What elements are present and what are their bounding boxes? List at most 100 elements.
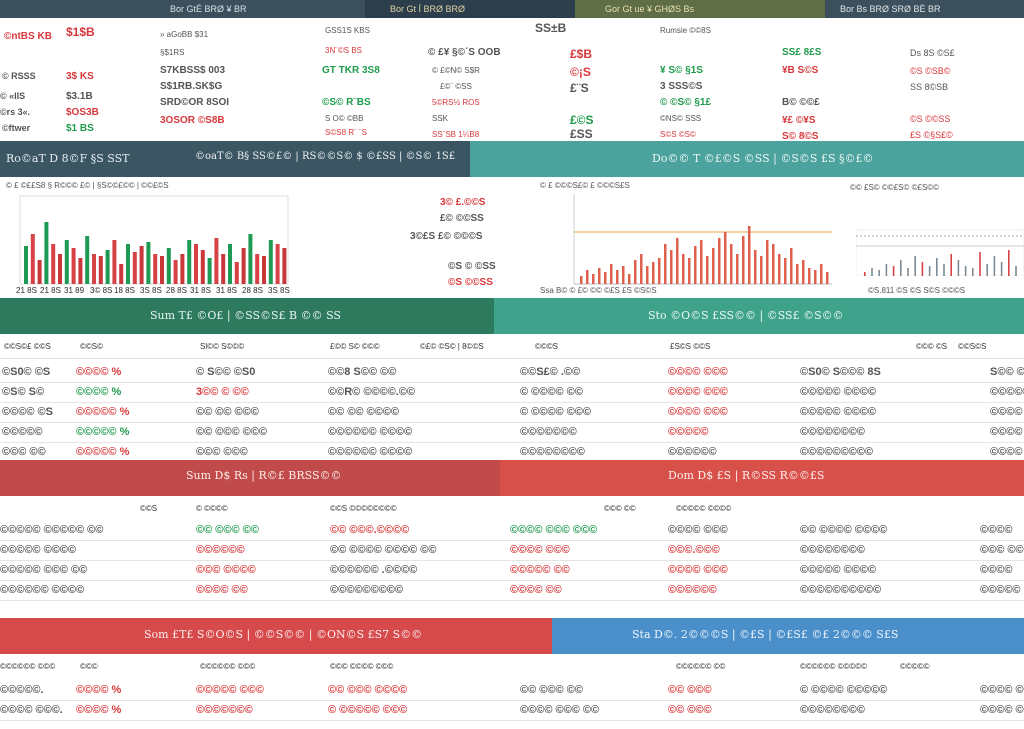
- table-row[interactable]: ©S0© ©S ©©©© % © S©© ©S0 ©©8 S©© ©© ©©S£© .©…: [0, 366, 1024, 386]
- chart-b-bar: [694, 246, 697, 284]
- chart-b-bar: [802, 260, 805, 284]
- table-cell: ©©©© ©©©: [668, 564, 728, 576]
- top-header-item-4[interactable]: Bor Bs BRØ SRØ BÈ BR: [840, 4, 941, 14]
- table-cell: ©©©©©© .©©©©: [330, 564, 418, 576]
- chart-b-bar: [712, 248, 715, 284]
- table-cell: ©©©© ©©©: [668, 366, 728, 378]
- chart-b-bar: [616, 270, 619, 284]
- table-row[interactable]: ©©©© ©S ©©©©© % ©© ©© ©©© ©© ©© ©©©© © ©©©© …: [0, 406, 1024, 426]
- chart-b-bar: [766, 240, 769, 284]
- chart-a-bar: [105, 250, 110, 284]
- chart-b-legend: © £ ©©©S£© £ ©©©S£S: [540, 181, 630, 190]
- table-cell: ©©R© ©©©©.©©: [328, 386, 416, 398]
- chart-a-bar: [187, 240, 192, 284]
- section-bar-4-right: [552, 618, 1024, 654]
- ticker-col1b-value: 3$ KS: [66, 71, 94, 82]
- table-row[interactable]: ©©©©©© ©©©© ©©©© ©© ©©©©©©©©© ©©©© ©© ©©©©©©…: [0, 584, 1024, 604]
- section-bar-2-left-label[interactable]: Sum T£ ©O£ | ©SS©S£ B ©© SS: [150, 309, 341, 322]
- section-bar-1-right-label[interactable]: Do©© T ©£©S ©SS | ©S©S £S §©£©: [652, 152, 874, 165]
- chart-a-bar: [132, 252, 137, 284]
- section-bar-2-right-label[interactable]: Sto ©O©S £SS©© | ©SS£ ©S©©: [648, 309, 844, 322]
- chart-c-legend: ©© £S© ©©£S© ©£S©©: [850, 183, 940, 192]
- ticker-col1-label: © «IIS: [0, 91, 26, 101]
- ticker-col1b-value: $1$B: [66, 25, 95, 39]
- chart-b-bar: [778, 254, 781, 284]
- chart-b-bar: [688, 258, 691, 284]
- table-cell: ©© ©©© ©©©©: [328, 684, 408, 696]
- table-cell: ©©© ©©©: [196, 446, 248, 458]
- table-row[interactable]: ©©©©© ©©©© ©©©©©© ©© ©©©© ©©©© ©© ©©©© ©©© ©…: [0, 544, 1024, 564]
- chart-a-bar: [194, 244, 198, 284]
- section-bar-4-right-label[interactable]: Sta D©. 2©©©S | ©£S | ©£S£ ©£ 2©©© S£S: [632, 628, 899, 641]
- table-cell: ©©©©© ©©: [510, 564, 570, 576]
- ticker-col3-item: 3N¨©S BS: [325, 46, 363, 55]
- chart-b-bar: [736, 254, 739, 284]
- chart-b-bar: [634, 260, 637, 284]
- table-cell: ©©©©© ©©©©: [800, 406, 877, 418]
- table-cell: ©© ©©© ©©: [520, 684, 583, 696]
- table-cell: ©©©©©.: [0, 684, 44, 696]
- chart-a-tick: 3S 8S: [268, 286, 290, 295]
- top-header-item-3[interactable]: Gor Gt ue ¥ GHØS Bs: [605, 4, 695, 14]
- chart-a-bar: [51, 244, 56, 284]
- section-bar-1-mid-label[interactable]: ©oaT© B§ SS©£© | RS©©S© $ ©£SS | ©S© 1S£: [195, 151, 456, 162]
- ticker-col1-label: ©ntBS KB: [4, 31, 52, 42]
- chart-b-bar: [652, 262, 655, 284]
- table-cell: ©©©© ©©©: [668, 524, 728, 536]
- table-cell: ©©©© ©©©: [668, 386, 728, 398]
- table-cell: ©©©©© ©©©©: [0, 544, 77, 556]
- chart-b-bar: [748, 226, 751, 284]
- chart-c: [856, 229, 1024, 276]
- section-bar-1-right: [470, 141, 1024, 177]
- section-bar-1-left-label[interactable]: Ro©aT D 8©F §S SST: [6, 152, 130, 165]
- chart-a-bar: [200, 250, 205, 284]
- ticker-col1-label: ©rs 3«.: [0, 107, 31, 117]
- table-cell: ©©©©©: [668, 426, 709, 438]
- table-cell: ©S0© S©©© 8S: [800, 366, 881, 378]
- ticker-col1b-value: $3.1B: [66, 91, 93, 102]
- chart-a-bar: [248, 234, 253, 284]
- chart-a-bar: [64, 240, 69, 284]
- ticker-col7-item: ¥B S©S: [782, 65, 819, 76]
- side-value: ©S ©©SS: [448, 277, 493, 288]
- table-row[interactable]: ©S© S© ©©©© % 3©© © ©© ©©R© ©©©©.©© © ©©©© ©…: [0, 386, 1024, 406]
- chart-b-bar: [814, 270, 817, 284]
- table-cell: ©©©© ©©©: [668, 406, 728, 418]
- table-row[interactable]: ©©©©© ©©©©© ©© ©© ©©© ©© ©© ©©©.©©©© ©©©© ©…: [0, 524, 1024, 544]
- ticker-col5-item: £SS: [570, 127, 593, 141]
- top-header-item-2[interactable]: Bor Gt Í BRØ BRØ: [390, 4, 466, 14]
- chart-a-bar: [98, 256, 103, 284]
- chart-c-bar: [943, 264, 945, 276]
- ticker-col4-item: 5©RS½ ROS: [432, 98, 480, 107]
- table-cell: ©©S£© .©©: [520, 366, 581, 378]
- table-2-header: ©©© ©©: [604, 504, 636, 513]
- table-cell: ©© ©©©© ©©©©: [800, 524, 888, 536]
- ticker-col3-item: S O© ©BB: [325, 114, 364, 123]
- chart-a-tick: 31 8S: [216, 286, 237, 295]
- ticker-col2-item: SRD©OR 8SOI: [160, 97, 230, 108]
- chart-a-bar: [282, 248, 287, 284]
- chart-b-bar: [580, 276, 583, 284]
- chart-a-tick: 3© 8S: [90, 286, 113, 295]
- table-row[interactable]: ©©©©© ©©© ©© ©©© ©©©© ©©©©©© .©©©© ©©©©© ©©…: [0, 564, 1024, 584]
- table-cell: ©©©© ©©© ©©©: [510, 524, 598, 536]
- table-row[interactable]: ©©©© ©©©. ©©©© % ©©©©©©© © ©©©©© ©©© ©©©© ©©…: [0, 704, 1024, 724]
- section-bar-3-left-label[interactable]: Sum D$ Rs | R©£ BRSS©©: [186, 469, 342, 482]
- section-bar-2-left: [0, 298, 494, 334]
- chart-a-bar: [262, 256, 266, 284]
- ticker-col2-item: S$1RB.SK$G: [160, 81, 223, 92]
- chart-b-bar: [640, 254, 643, 284]
- table-cell: S©© ©: [990, 366, 1024, 378]
- side-value: ©S © ©SS: [448, 261, 496, 272]
- table-row[interactable]: ©©©©©. ©©©© % ©©©©© ©©© ©© ©©© ©©©© ©© ©©© ©…: [0, 684, 1024, 704]
- section-bar-4-left-label[interactable]: Som £T£ S©O©S | ©©S©© | ©ON©S £S7 S©©: [144, 628, 423, 641]
- ticker-col6-item: Rumsie ©©8S: [660, 26, 711, 35]
- ticker-col4-item: SSK: [432, 114, 449, 123]
- table-1-header: ©©S©: [80, 342, 104, 351]
- top-header-item-1[interactable]: Bor GtÈ BRØ ¥ BR: [170, 4, 247, 14]
- chart-a-tick: 28 8S: [166, 286, 187, 295]
- ticker-col5-item: £©S: [570, 113, 594, 127]
- table-cell: ©©©©©©©©©©: [800, 584, 882, 596]
- table-row[interactable]: ©©©©© ©©©©© % ©© ©©© ©©© ©©©©©© ©©©© ©©©©©©©…: [0, 426, 1024, 446]
- section-bar-3-right-label[interactable]: Dom D$ £S | R©SS R©©£S: [668, 469, 825, 482]
